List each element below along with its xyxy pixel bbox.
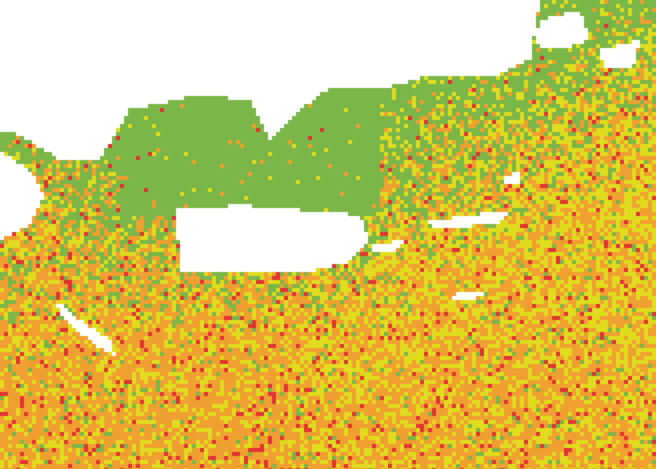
raster-map-canvas [0, 0, 656, 469]
